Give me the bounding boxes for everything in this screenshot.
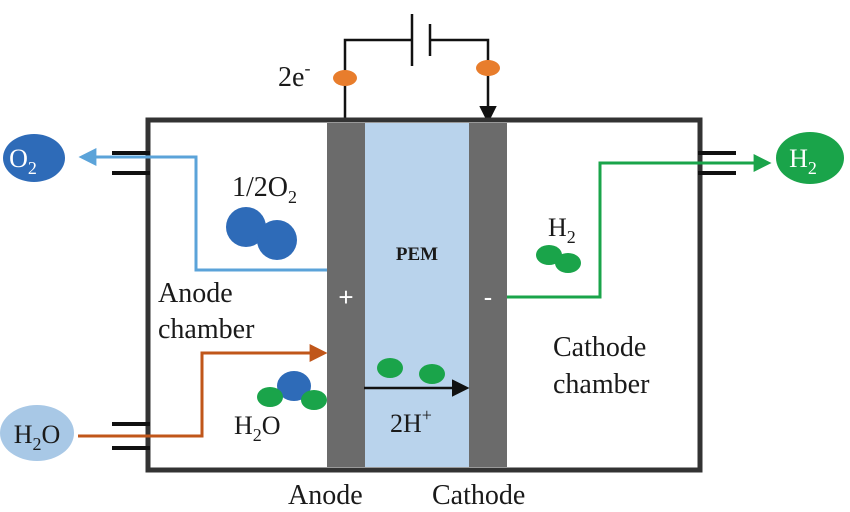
cathode-chamber-line1: Cathode xyxy=(553,332,646,363)
hydrogen-atom-2 xyxy=(555,253,581,273)
cathode-sign: - xyxy=(484,282,493,312)
cathode-electrode xyxy=(469,123,507,467)
electron-dot-left xyxy=(333,70,357,86)
pem-membrane xyxy=(365,123,469,467)
anode-chamber-line2: chamber xyxy=(158,314,255,345)
cathode-label: Cathode xyxy=(432,480,525,511)
water-inlet-bubble xyxy=(0,405,74,461)
half-o2-label: 1/2O2 xyxy=(232,172,297,207)
pem-label: PEM xyxy=(396,244,438,265)
anode-sign: + xyxy=(338,282,353,312)
anode-chamber-line1: Anode xyxy=(158,278,233,309)
electron-dot-right xyxy=(476,60,500,76)
o2-outlet-label: O2 xyxy=(9,144,37,178)
water-molecule-label: H2O xyxy=(234,411,281,445)
external-circuit xyxy=(333,14,500,124)
h2-inside-label: H2 xyxy=(548,213,576,247)
o2-outlet-bubble xyxy=(3,134,65,182)
oxygen-atom-2 xyxy=(257,220,297,260)
cell-ports xyxy=(112,151,736,450)
cathode-chamber-line2: chamber xyxy=(553,369,650,400)
water-hydrogen-atom-1 xyxy=(257,387,283,407)
electrons-label: 2e- xyxy=(278,58,310,93)
water-flow-arrow xyxy=(78,344,328,438)
h2-flow-arrow xyxy=(507,154,772,299)
anode-label: Anode xyxy=(288,480,363,511)
proton-2 xyxy=(419,364,445,384)
protons-label: 2H+ xyxy=(390,405,432,438)
h2-outlet-label: H2 xyxy=(789,144,817,178)
anode-electrode xyxy=(327,123,365,467)
oxygen-atom-1 xyxy=(226,207,266,247)
water-inlet-label: H2O xyxy=(14,420,61,454)
o2-flow-arrow xyxy=(78,148,327,272)
h2-outlet-bubble xyxy=(776,132,844,184)
hydrogen-atom-1 xyxy=(536,245,562,265)
water-oxygen-atom xyxy=(277,371,311,401)
water-hydrogen-atom-2 xyxy=(301,390,327,410)
proton-1 xyxy=(377,358,403,378)
